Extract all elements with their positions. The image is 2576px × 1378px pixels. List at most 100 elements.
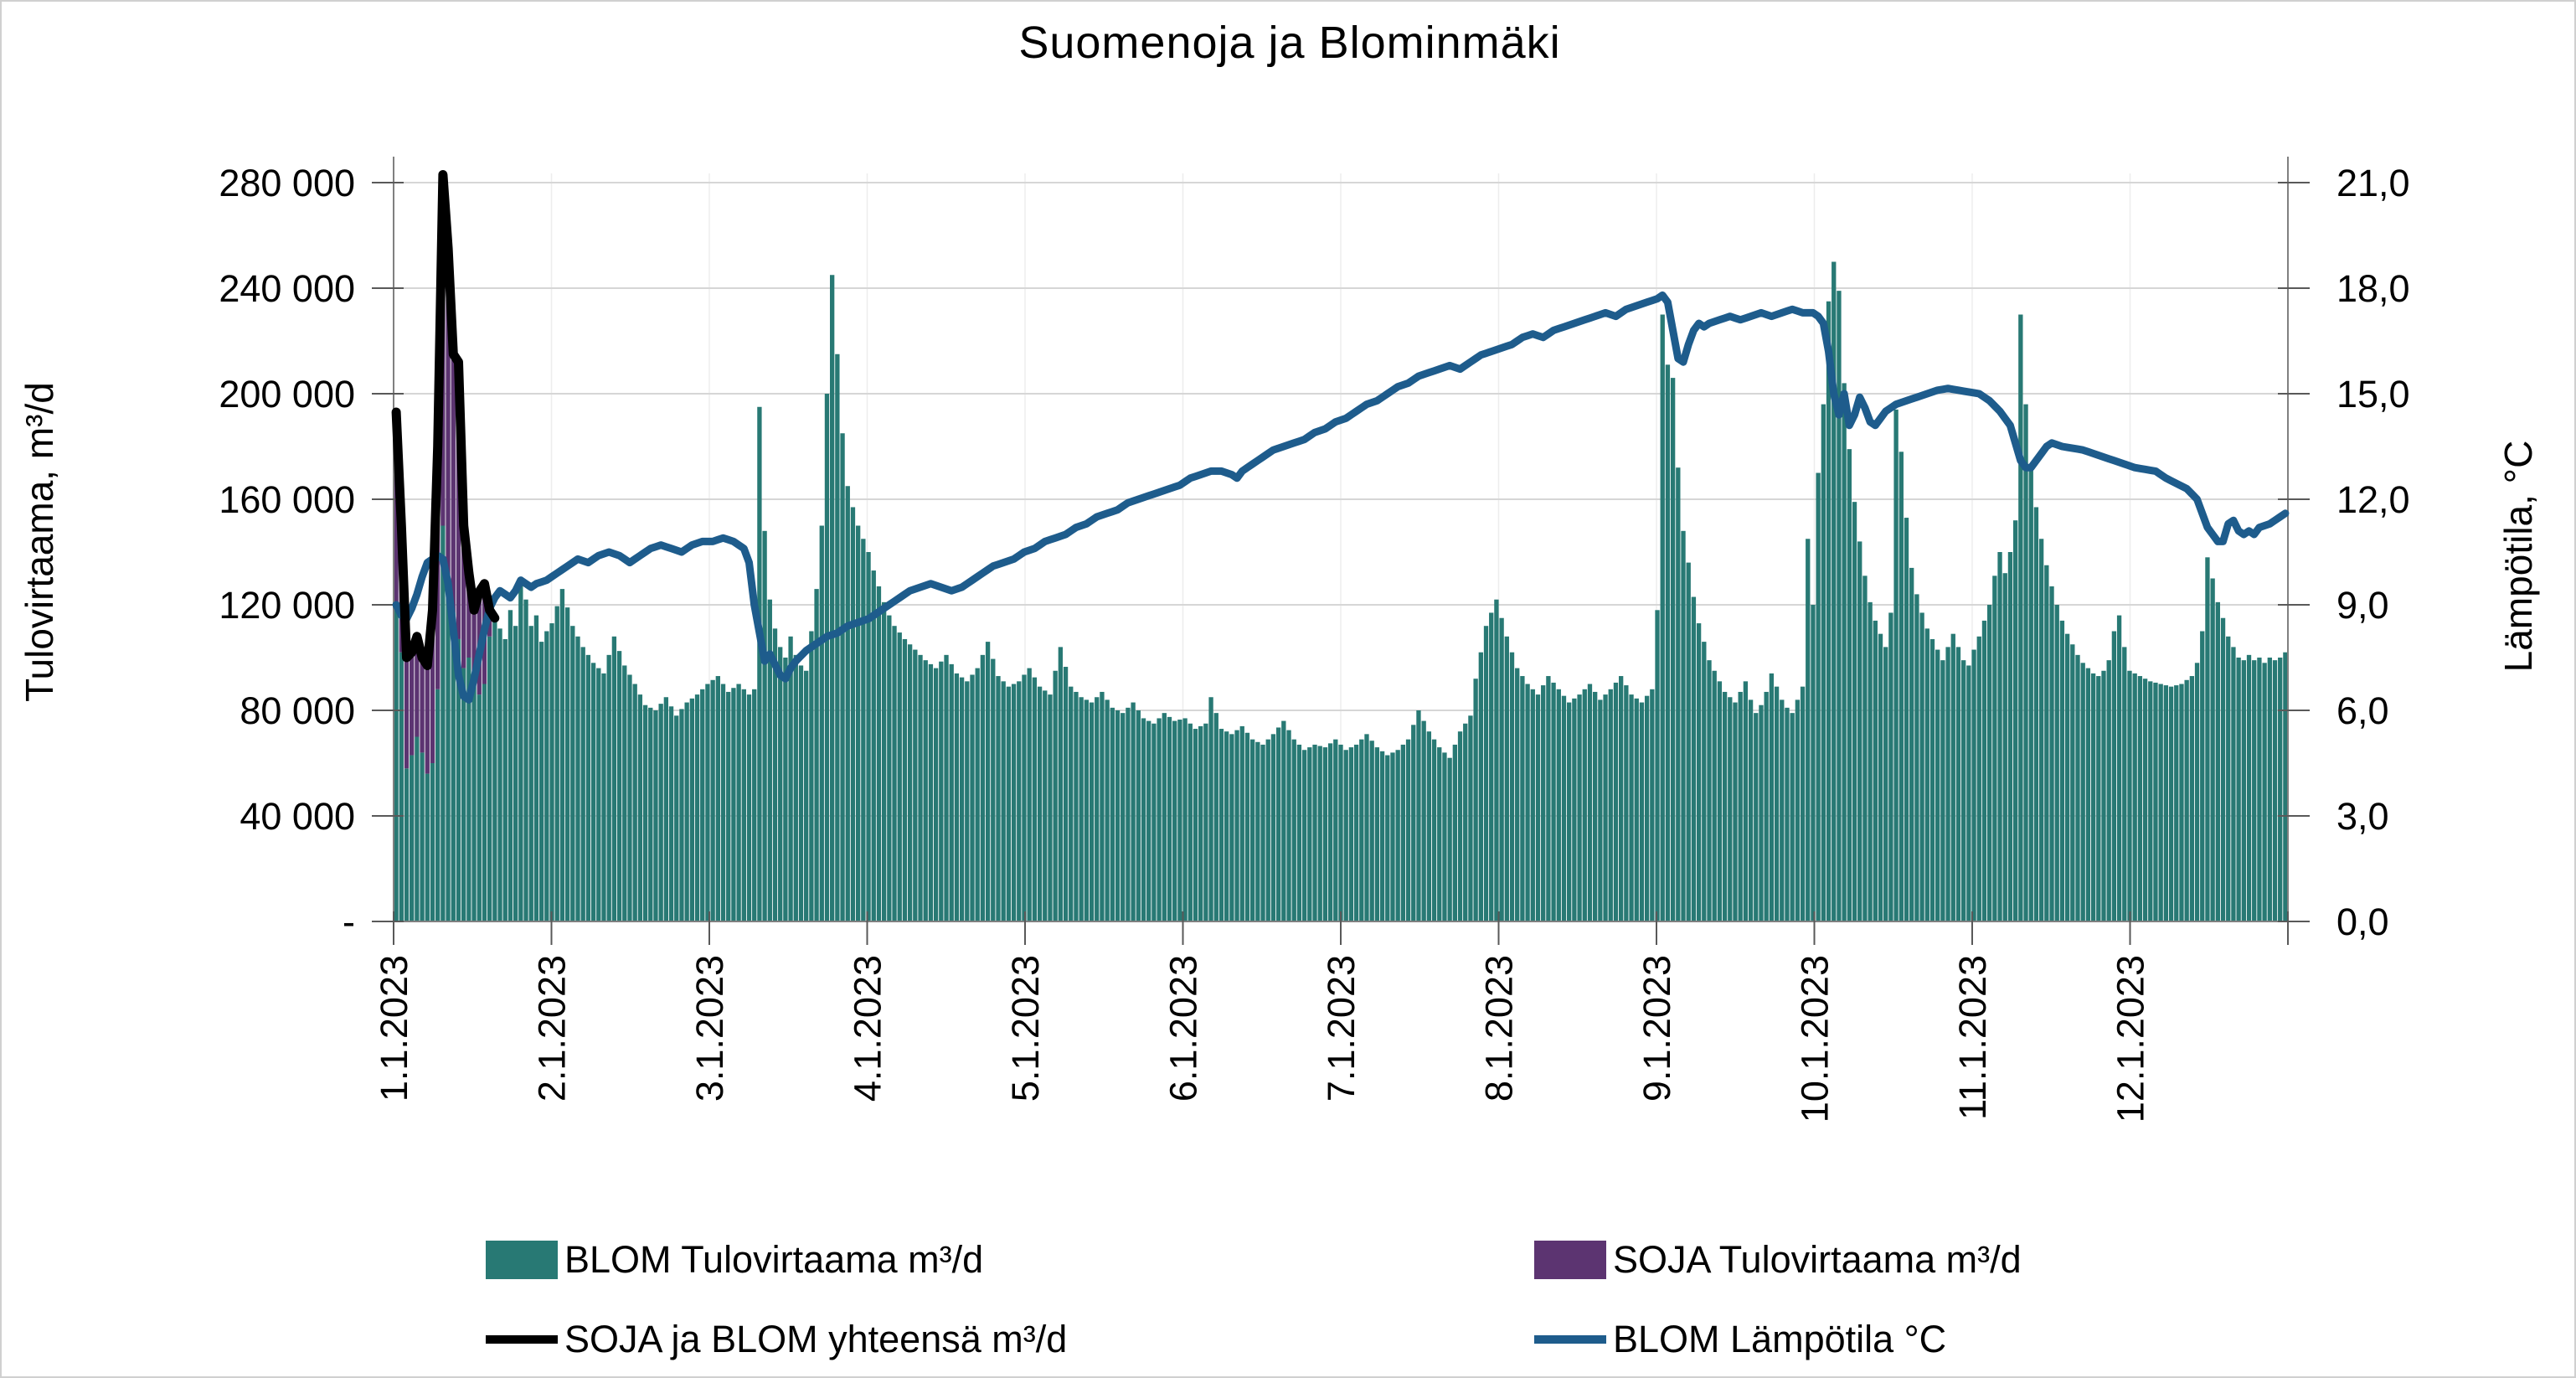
bar-blom <box>720 684 726 921</box>
bar-blom <box>887 615 892 921</box>
x-tick-label: 3.1.2023 <box>688 955 731 1102</box>
bar-blom <box>1780 699 1785 921</box>
bar-blom <box>1712 670 1717 921</box>
bar-blom <box>2096 676 2101 921</box>
bar-blom <box>2267 658 2272 921</box>
bar-soja <box>466 573 471 658</box>
bar-blom <box>1172 720 1177 921</box>
bar-blom <box>1702 642 1707 921</box>
bar-blom <box>1255 741 1260 921</box>
bar-blom <box>1001 681 1006 921</box>
bar-blom <box>2018 314 2023 921</box>
bar-blom <box>1463 723 1468 921</box>
bar-blom <box>2080 663 2085 921</box>
bar-blom <box>1249 739 1255 921</box>
bar-soja <box>415 636 420 737</box>
bar-blom <box>876 586 882 921</box>
bar-blom <box>2194 663 2200 921</box>
bar-blom <box>1904 518 1909 921</box>
bar-blom <box>819 525 824 921</box>
x-tick-label: 11.1.2023 <box>1951 955 1994 1120</box>
bar-blom <box>1717 681 1723 921</box>
bar-blom <box>2236 658 2241 921</box>
bar-blom <box>1681 530 1686 921</box>
bar-blom <box>731 688 736 921</box>
bar-blom <box>1100 691 1105 921</box>
bar-blom <box>2246 654 2252 921</box>
bar-blom <box>471 681 477 921</box>
y-right-tick-label: 12,0 <box>2336 478 2410 521</box>
bar-blom <box>949 663 954 921</box>
bar-blom <box>2168 686 2174 921</box>
bar-blom <box>850 507 856 921</box>
bar-blom <box>648 707 653 921</box>
bar-blom <box>2054 605 2059 921</box>
bar-blom <box>1385 755 1390 921</box>
bar-soja <box>471 610 477 682</box>
bar-blom <box>1878 633 1883 921</box>
bar-blom <box>544 631 549 921</box>
bar-blom <box>1275 727 1281 921</box>
bar-blom <box>689 698 695 921</box>
bar-blom <box>1888 612 1893 921</box>
bar-blom <box>1327 743 1333 921</box>
bar-blom <box>1203 723 1208 921</box>
bar-blom <box>2122 647 2127 921</box>
bar-blom <box>1919 612 1924 921</box>
bar-blom <box>933 668 939 921</box>
bar-blom <box>1515 668 1520 921</box>
bar-blom <box>1722 691 1728 921</box>
bar-blom <box>991 658 996 921</box>
bar-blom <box>528 626 533 921</box>
bar-blom <box>772 628 778 921</box>
y-left-tick-label: 200 000 <box>219 373 355 415</box>
bar-blom <box>1634 698 1639 921</box>
x-tick-label: 4.1.2023 <box>847 955 889 1102</box>
bar-blom <box>1489 612 1494 921</box>
bar-blom <box>632 684 637 921</box>
bar-blom <box>1935 649 1940 921</box>
bar-blom <box>1639 702 1645 921</box>
bar-blom <box>404 768 410 921</box>
bar-blom <box>1774 686 1780 921</box>
bar-blom <box>1691 596 1697 921</box>
bar-blom <box>1188 723 1193 921</box>
bar-blom <box>435 689 440 921</box>
bar-blom <box>2241 660 2246 921</box>
bar-blom <box>762 530 767 921</box>
bar-blom <box>1011 684 1017 921</box>
bar-blom <box>954 673 960 921</box>
bar-blom <box>1567 702 1572 921</box>
bar-blom <box>1126 707 1131 921</box>
legend-label: BLOM Lämpötila °C <box>1613 1318 1947 1360</box>
x-tick-label: 10.1.2023 <box>1794 955 1837 1123</box>
x-tick-label: 2.1.2023 <box>531 955 574 1102</box>
bar-blom <box>798 665 804 921</box>
bar-blom <box>1157 718 1162 921</box>
bar-blom <box>2231 647 2236 921</box>
bar-blom <box>2049 586 2054 921</box>
bar-blom <box>2007 552 2013 921</box>
bar-blom <box>1837 291 1842 921</box>
bar-blom <box>2090 673 2096 921</box>
bar-blom <box>1971 649 1976 921</box>
bar-blom <box>1893 409 1899 921</box>
bar-soja <box>430 610 435 763</box>
bar-blom <box>585 654 591 921</box>
bar-blom <box>570 626 575 921</box>
bar-blom <box>1312 744 1317 921</box>
bar-blom <box>658 704 663 921</box>
bar-blom <box>741 689 746 921</box>
bar-blom <box>1048 694 1053 921</box>
bar-blom <box>1816 472 1821 921</box>
bar-blom <box>1598 699 1603 921</box>
bar-blom <box>1301 750 1307 921</box>
bar-blom <box>1131 702 1136 921</box>
bar-blom <box>2205 557 2210 921</box>
bar-blom <box>1022 674 1027 921</box>
y-left-tick-label: - <box>343 901 355 943</box>
bar-blom <box>1795 699 1801 921</box>
bar-blom <box>918 654 923 921</box>
bar-blom <box>1650 689 1655 921</box>
